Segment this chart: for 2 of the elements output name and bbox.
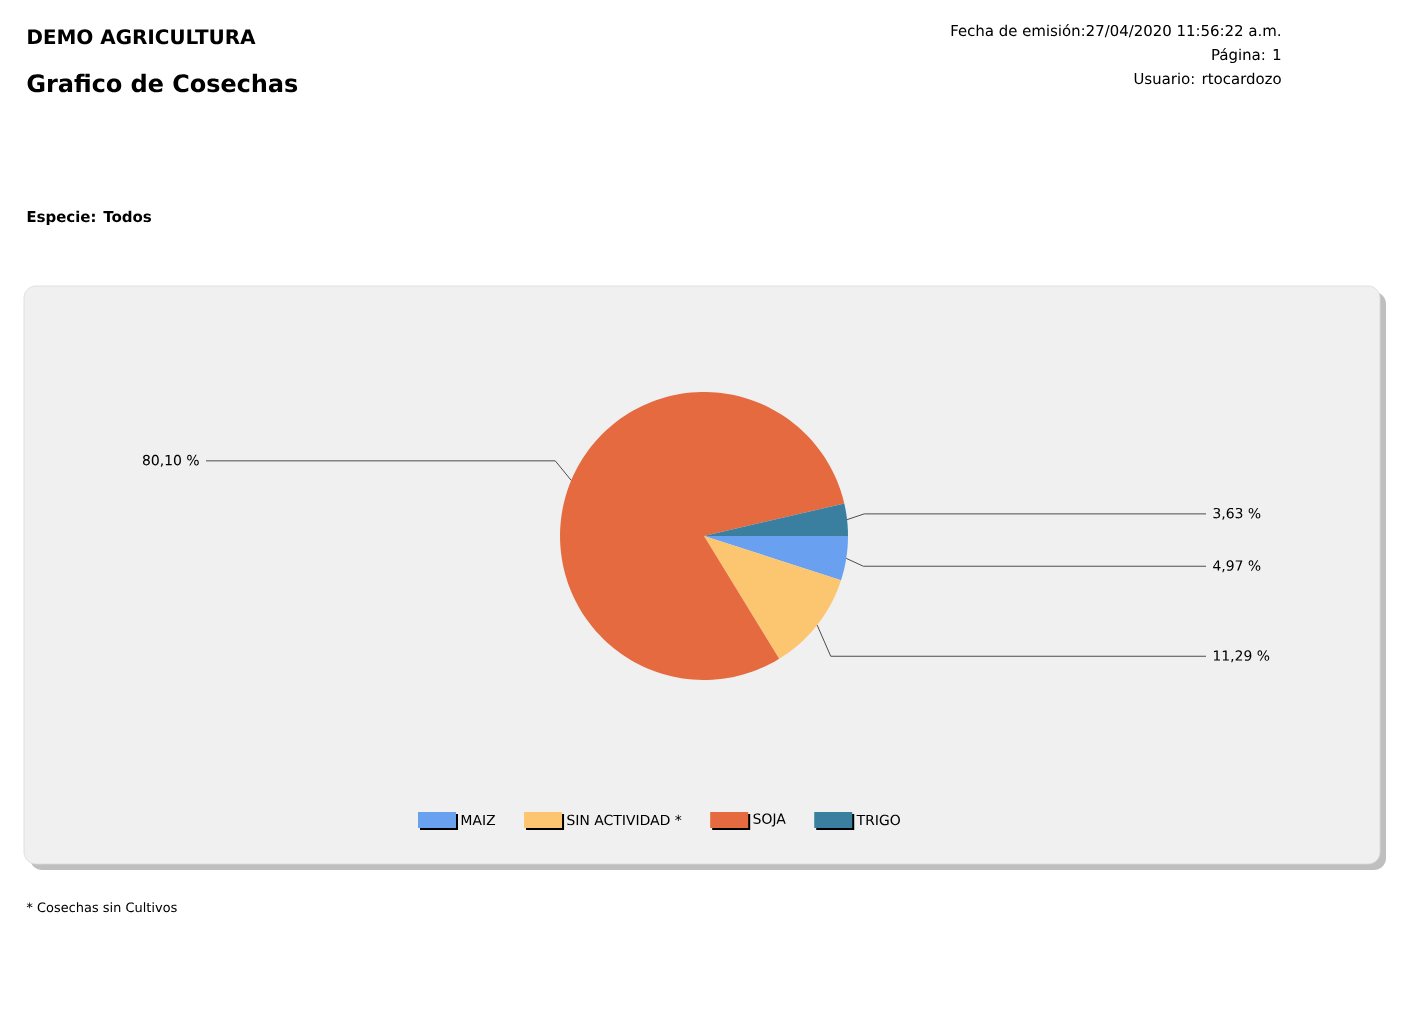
chart-title: Grafico de Cosechas bbox=[27, 73, 298, 93]
text: DEMO AGRICULTURA bbox=[28, 29, 256, 45]
